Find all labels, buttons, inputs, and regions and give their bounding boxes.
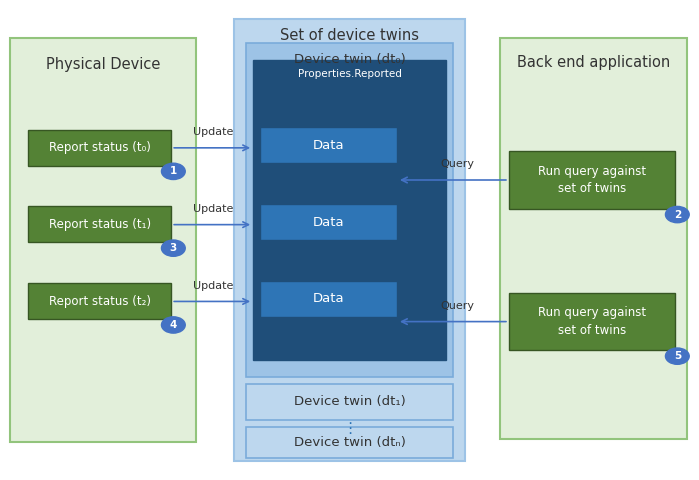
Bar — [234, 19, 465, 461]
Text: Data: Data — [312, 292, 345, 305]
Bar — [260, 281, 397, 317]
Bar — [28, 130, 171, 166]
Text: Query: Query — [441, 301, 475, 311]
Text: Physical Device: Physical Device — [46, 57, 160, 72]
Text: 1: 1 — [170, 167, 177, 176]
Text: Query: Query — [441, 159, 475, 169]
Text: 3: 3 — [170, 243, 177, 253]
Text: Device twin (dtₙ): Device twin (dtₙ) — [294, 436, 405, 449]
Text: 2: 2 — [674, 210, 681, 219]
Circle shape — [665, 206, 689, 223]
Bar — [246, 427, 453, 458]
Bar — [260, 204, 397, 240]
Text: Update: Update — [193, 281, 233, 291]
Bar — [246, 43, 453, 377]
Circle shape — [665, 348, 689, 364]
Circle shape — [161, 317, 185, 333]
Bar — [246, 384, 453, 420]
Text: Data: Data — [312, 139, 345, 152]
Text: 4: 4 — [170, 320, 177, 330]
Text: Properties.Reported: Properties.Reported — [298, 70, 401, 79]
Text: Back end application: Back end application — [517, 55, 670, 70]
Text: Device twin (dt₀): Device twin (dt₀) — [294, 53, 405, 66]
Text: Set of device twins: Set of device twins — [280, 28, 419, 44]
Text: 5: 5 — [674, 351, 681, 361]
Text: Update: Update — [193, 204, 233, 214]
Bar — [260, 127, 397, 163]
Text: Device twin (dt₁): Device twin (dt₁) — [294, 396, 405, 408]
Text: Run query against
set of twins: Run query against set of twins — [538, 306, 646, 337]
Text: Report status (t₂): Report status (t₂) — [49, 295, 150, 308]
Bar — [28, 283, 171, 319]
Circle shape — [161, 240, 185, 256]
Circle shape — [161, 163, 185, 180]
Text: Update: Update — [193, 127, 233, 137]
Bar — [509, 151, 675, 209]
Bar — [253, 60, 446, 360]
Text: Report status (t₁): Report status (t₁) — [48, 218, 151, 231]
Bar — [10, 38, 196, 442]
Bar — [500, 38, 687, 439]
Text: Report status (t₀): Report status (t₀) — [49, 141, 150, 154]
Bar — [28, 206, 171, 242]
Text: ⋮: ⋮ — [342, 420, 357, 436]
Bar — [509, 293, 675, 350]
Text: Run query against
set of twins: Run query against set of twins — [538, 165, 646, 195]
Text: Data: Data — [312, 216, 345, 228]
